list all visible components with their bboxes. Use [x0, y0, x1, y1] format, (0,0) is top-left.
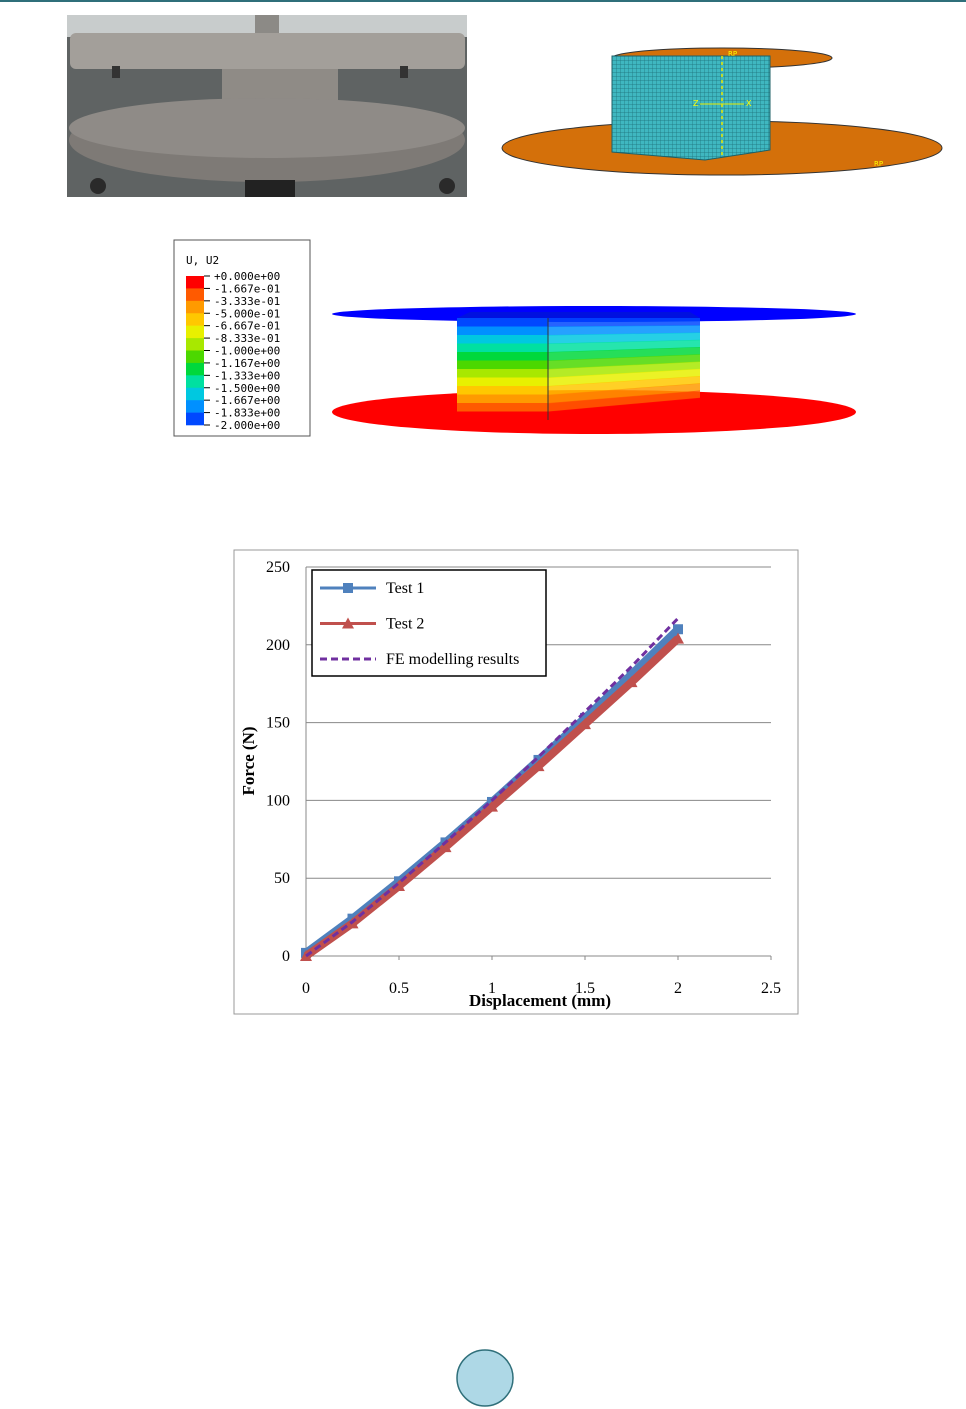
legend-level: -1.333e+00: [214, 369, 280, 382]
legend-level: -1.833e+00: [214, 407, 280, 420]
legend-label: FE modelling results: [386, 651, 519, 668]
x-tick-label: 0: [302, 980, 310, 997]
y-tick-label: 0: [282, 948, 290, 965]
data-point: [626, 669, 637, 680]
x-tick-label: 2.5: [761, 980, 781, 997]
contour-band: [548, 397, 700, 421]
contour-band: [457, 352, 548, 361]
contour-top: [457, 312, 700, 318]
data-point: [533, 754, 544, 765]
legend-label: Test 1: [386, 580, 424, 597]
legend-swatch: [186, 288, 204, 302]
contour-band: [457, 369, 548, 378]
data-point: [580, 712, 590, 723]
legend-marker: [342, 617, 354, 629]
data-point: [393, 879, 405, 891]
y-tick-label: 200: [266, 637, 290, 654]
contour-band: [548, 361, 700, 378]
x-tick-label: 2: [674, 980, 682, 997]
legend-level: -1.000e+00: [214, 345, 280, 358]
fe-model: RP Z X RP: [501, 47, 943, 176]
legend-level: -1.167e+00: [214, 357, 280, 370]
contour-band: [548, 383, 700, 404]
contour-band: [548, 347, 700, 361]
contour-band: [457, 403, 548, 412]
legend-level: -6.667e-01: [214, 320, 280, 333]
legend-level: -1.667e+00: [214, 394, 280, 407]
legend-swatch: [186, 338, 204, 351]
data-point: [672, 632, 684, 644]
contour-band: [548, 368, 700, 387]
contour-band: [457, 343, 548, 353]
legend-swatch: [186, 313, 204, 326]
contour-band: [548, 376, 700, 395]
contour-model: [332, 306, 856, 434]
contour-band: [548, 354, 700, 370]
contour-band: [548, 325, 700, 336]
legend-title: U, U2: [186, 254, 219, 267]
data-point: [625, 676, 638, 688]
data-point: [486, 800, 498, 812]
contour-band: [457, 326, 548, 336]
contour-band: [457, 386, 548, 395]
legend-swatch: [186, 412, 204, 426]
contour-band: [548, 318, 700, 327]
legend-level: -1.500e+00: [214, 382, 280, 395]
legend-level: -2.000e+00: [214, 419, 280, 432]
contour-band: [457, 377, 548, 387]
legend-marker: [343, 583, 353, 593]
test-photo: [67, 15, 467, 197]
legend-level: -5.000e-01: [214, 307, 280, 320]
legend-swatch: [186, 362, 204, 376]
legend-level: +0.000e+00: [214, 270, 280, 283]
legend-level: -1.667e-01: [214, 282, 280, 295]
legend-swatch: [186, 400, 204, 413]
data-point: [532, 760, 545, 772]
legend-swatch: [186, 300, 204, 314]
x-tick-label: 0.5: [389, 980, 409, 997]
chart: 0 50 100 150 200 250 0 0.5 1 1.5 2 2.5 Displacement …: [239, 559, 781, 1010]
y-tick-label: 150: [266, 715, 290, 732]
model-label: RP: [874, 160, 883, 168]
data-point: [673, 624, 683, 635]
model-label: RP: [728, 50, 737, 58]
model-label: X: [746, 99, 752, 108]
y-tick-label: 50: [274, 870, 290, 887]
legend-swatch: [186, 276, 204, 289]
legend-swatch: [186, 350, 204, 364]
x-tick-label: 1.5: [575, 980, 595, 997]
contour-band: [457, 411, 548, 421]
legend-swatch: [186, 325, 204, 339]
data-point: [579, 718, 591, 730]
y-tick-label: 250: [266, 559, 290, 576]
contour-band: [548, 339, 700, 353]
y-tick-label: 100: [266, 792, 290, 809]
contour-band: [457, 318, 548, 327]
legend-swatch: [186, 375, 204, 389]
legend-level: -3.333e-01: [214, 295, 280, 308]
model-label: Z: [693, 99, 699, 108]
contour-legend: U, U2 +0.000e+00-1.667e-01-3.333e-01-5.0…: [173, 239, 311, 437]
contour-band: [457, 335, 548, 344]
legend-level: -8.333e-01: [214, 332, 280, 345]
y-axis-title: Force (N): [239, 726, 258, 795]
series-line: [305, 617, 680, 958]
contour-band: [457, 394, 548, 404]
page-number-badge: [456, 1349, 514, 1407]
contour-band: [548, 390, 700, 412]
legend-label: Test 2: [386, 616, 424, 633]
legend-swatch: [186, 387, 204, 401]
contour-band: [457, 360, 548, 370]
x-axis-title: Displacement (mm): [469, 991, 611, 1010]
data-point: [439, 841, 452, 853]
x-tick-label: 1: [488, 980, 496, 997]
